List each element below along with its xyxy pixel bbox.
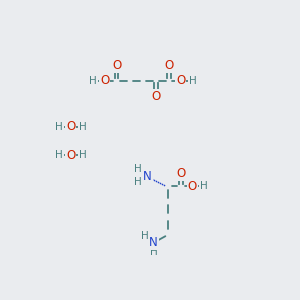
Text: H: H <box>55 150 63 160</box>
Text: H: H <box>79 122 86 132</box>
Text: O: O <box>176 74 185 87</box>
Text: H: H <box>134 177 142 187</box>
Text: H: H <box>134 164 142 174</box>
Text: H: H <box>141 231 148 241</box>
Text: O: O <box>176 167 185 180</box>
Text: O: O <box>165 59 174 72</box>
Text: O: O <box>100 74 110 87</box>
Text: H: H <box>150 247 158 256</box>
Text: N: N <box>149 236 158 249</box>
Text: H: H <box>200 181 208 191</box>
Text: H: H <box>89 76 97 86</box>
Text: O: O <box>188 180 197 193</box>
Text: O: O <box>112 59 121 72</box>
Text: H: H <box>79 150 86 160</box>
Text: O: O <box>66 149 76 162</box>
Text: N: N <box>143 170 152 183</box>
Text: O: O <box>152 90 161 103</box>
Text: O: O <box>66 120 76 134</box>
Text: H: H <box>189 76 196 86</box>
Text: H: H <box>55 122 63 132</box>
